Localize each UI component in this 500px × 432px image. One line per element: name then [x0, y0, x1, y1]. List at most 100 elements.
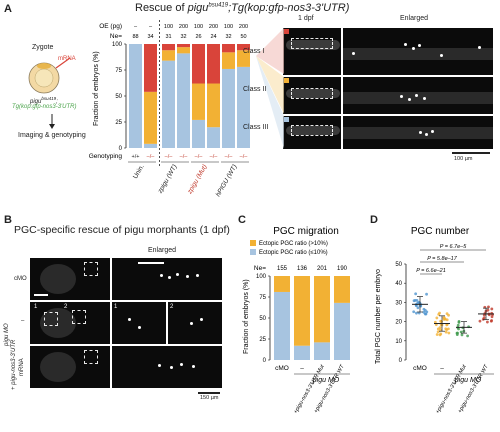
ne-value: 201	[317, 266, 328, 272]
data-point	[416, 306, 420, 310]
data-point	[445, 328, 449, 332]
oe-header: OE (pg)	[99, 23, 122, 30]
data-point	[445, 312, 449, 316]
oe-value: 200	[209, 24, 218, 30]
b-embryo-1	[40, 264, 76, 294]
data-point	[456, 323, 460, 327]
panel-a-title-prefix: Rescue of	[135, 2, 188, 14]
group-label: hPIGU (WT)	[215, 164, 239, 198]
oe-value: 200	[179, 24, 188, 30]
y-tick-label: 100	[112, 42, 123, 48]
mrna-label: mRNA	[58, 56, 76, 62]
bar-segment	[192, 44, 205, 84]
panel-a-title-gene: pigu	[187, 2, 209, 14]
ne-value: 32	[225, 34, 231, 40]
a-inset-box-2	[291, 88, 333, 99]
b-side-label-mo: pigu MO	[4, 323, 10, 346]
oe-value: 200	[239, 24, 248, 30]
data-point	[412, 310, 416, 314]
b-image-mo-enlarged-1	[112, 302, 166, 344]
data-point	[490, 319, 493, 322]
y-tick-label: 50	[259, 316, 266, 322]
data-point	[440, 320, 443, 323]
genotype-value: –/–	[210, 154, 219, 160]
bar-segment	[294, 345, 310, 360]
bar-segment	[222, 44, 235, 53]
y-tick-label: 0	[399, 358, 403, 364]
a-scale-label: 100 µm	[454, 156, 473, 162]
bar-segment	[274, 291, 290, 360]
b-side-label-rescue: + pigu-nos3-3'UTR	[11, 339, 17, 390]
bar-segment	[162, 60, 175, 148]
pgc-dot	[419, 131, 422, 134]
b-inset-box	[84, 262, 98, 276]
a-enlarged-body-3	[343, 127, 493, 139]
panel-d-letter: D	[370, 214, 378, 226]
oe-value: 100	[194, 24, 203, 30]
pgc-dot	[418, 44, 421, 47]
b-embryo-3	[40, 352, 76, 382]
genotype-line1: pigubsu419;	[30, 96, 58, 105]
a-scale-bar	[452, 152, 490, 154]
group-label: zpigu (Mut)	[186, 164, 209, 197]
b-inset-box	[72, 310, 86, 324]
p-value: P = 6.7e–5	[440, 244, 467, 250]
a-enlarged-body-1	[343, 48, 493, 60]
a-class2-tag	[284, 78, 289, 83]
data-point	[435, 316, 439, 320]
b-image-cmo-enlarged	[112, 258, 222, 300]
y-tick-label: 75	[259, 295, 266, 301]
bar-segment	[207, 83, 220, 128]
panel-d-chart: PGC number 0 10 20 30 40 50 Total PGC number pe…	[375, 226, 494, 415]
pgc-dot	[190, 322, 193, 325]
b-scale-label: 150 µm	[200, 395, 219, 401]
data-point	[443, 317, 447, 321]
data-point	[424, 312, 428, 316]
genotype-value: –/–	[240, 154, 249, 160]
b-embryo-2	[40, 308, 76, 338]
b-scale-bar	[198, 392, 220, 394]
pgc-dot	[408, 98, 411, 101]
pgc-dot	[425, 133, 428, 136]
zygote-diagram	[28, 57, 71, 94]
a-fish-1	[286, 40, 340, 50]
y-tick-label: 0	[119, 146, 123, 152]
class-wedges	[256, 28, 284, 149]
data-point	[455, 331, 459, 335]
legend-swatch	[250, 249, 256, 255]
x-tick-label: cMO	[275, 365, 289, 372]
genotype-value: +/+	[132, 154, 140, 160]
data-point	[457, 327, 460, 331]
pgc-dot	[158, 364, 161, 367]
x-tick-label: cMO	[413, 365, 427, 372]
a-day-label: 1 dpf	[298, 15, 314, 22]
bar-segment	[177, 53, 190, 148]
panel-a-chart: 0 25 50 75 100 Fraction of embryos (%) OE (pg)…	[89, 20, 250, 198]
group-label: zpigu (WT)	[156, 164, 178, 196]
b-inset-box	[84, 350, 98, 364]
y-tick-label: 50	[395, 262, 402, 268]
data-point	[438, 333, 442, 337]
p-value: P = 6.6e–21	[416, 268, 446, 274]
data-point	[439, 328, 442, 332]
pgc-dot	[186, 275, 189, 278]
bar-segment	[144, 143, 157, 148]
b-inset-number: 1	[114, 304, 118, 310]
legend-label: Ectopic PGC ratio (≤10%)	[259, 250, 328, 256]
pgc-dot	[168, 276, 171, 279]
bar-segment	[177, 44, 190, 48]
data-point	[444, 330, 448, 334]
a-enlarged-body-2	[343, 92, 493, 104]
a-enlarged-label: Enlarged	[400, 15, 429, 22]
data-point	[425, 292, 428, 296]
y-tick-label: 30	[395, 300, 402, 306]
panel-c-chart: PGC migration Ectopic PGC ratio (>10%) Ect…	[243, 226, 350, 415]
a-fish-2	[286, 89, 340, 98]
ne-value: 26	[195, 34, 201, 40]
y-tick-label: 0	[263, 358, 267, 364]
data-point	[457, 320, 461, 324]
x-tick-label: –	[300, 365, 304, 372]
data-point	[435, 333, 439, 336]
a-image-class1-whole	[283, 28, 341, 75]
genotype-value: –/–	[225, 154, 234, 160]
